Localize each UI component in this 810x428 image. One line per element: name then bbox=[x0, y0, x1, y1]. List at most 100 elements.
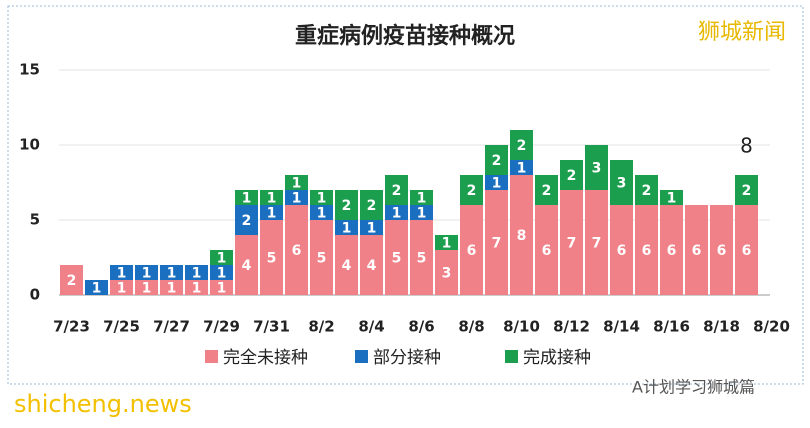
bar-segment bbox=[710, 205, 733, 295]
bar-segment bbox=[535, 205, 558, 295]
data-label: 1 bbox=[342, 221, 352, 237]
data-label: 1 bbox=[242, 191, 252, 207]
bar-segment bbox=[360, 235, 383, 295]
data-label: 1 bbox=[192, 281, 202, 297]
chart-title: 重症病例疫苗接种概况 bbox=[295, 23, 515, 49]
bar-segment bbox=[335, 190, 358, 220]
bar-segment bbox=[510, 175, 533, 295]
bar-segment bbox=[160, 265, 183, 280]
bar-segment bbox=[285, 205, 308, 295]
data-label: 5 bbox=[417, 251, 427, 267]
data-label: 3 bbox=[617, 176, 627, 192]
bar-segment bbox=[210, 280, 233, 295]
data-label: 4 bbox=[342, 258, 352, 274]
watermark: 狮城新闻 bbox=[698, 20, 786, 45]
bar-segment bbox=[585, 145, 608, 190]
bar-segment bbox=[610, 205, 633, 295]
legend-swatch bbox=[205, 350, 218, 363]
bar-segment bbox=[610, 160, 633, 205]
bar-segment bbox=[435, 250, 458, 295]
bar-segment bbox=[510, 130, 533, 160]
bar-segment bbox=[210, 265, 233, 280]
data-label: 2 bbox=[367, 198, 377, 214]
legend-swatch bbox=[505, 350, 518, 363]
data-label: 5 bbox=[267, 251, 277, 267]
data-label: 2 bbox=[492, 153, 502, 169]
data-label: 6 bbox=[292, 243, 302, 259]
bar-segment bbox=[310, 220, 333, 295]
data-label: 8 bbox=[517, 228, 527, 244]
data-label: 1 bbox=[217, 251, 227, 267]
x-tick-label: 8/14 bbox=[603, 318, 640, 336]
bar-segment bbox=[285, 190, 308, 205]
bar-segment bbox=[235, 235, 258, 295]
data-label: 2 bbox=[342, 198, 352, 214]
data-label: 2 bbox=[67, 273, 77, 289]
data-label: 1 bbox=[292, 191, 302, 207]
x-tick-label: 7/29 bbox=[203, 318, 240, 336]
data-label: 7 bbox=[567, 236, 577, 252]
bar-segment bbox=[260, 205, 283, 220]
x-tick-label: 8/2 bbox=[308, 318, 334, 336]
data-label: 2 bbox=[642, 183, 652, 199]
bar-segment bbox=[210, 250, 233, 265]
data-label: 1 bbox=[667, 191, 677, 207]
bar-segment bbox=[385, 175, 408, 205]
x-tick-label: 7/27 bbox=[153, 318, 190, 336]
bar-segment bbox=[85, 280, 108, 295]
data-label: 1 bbox=[292, 176, 302, 192]
legend-label: 部分接种 bbox=[373, 348, 441, 368]
data-label: 1 bbox=[142, 266, 152, 282]
bar-segment bbox=[685, 205, 708, 295]
bar-segment bbox=[485, 145, 508, 175]
data-label: 6 bbox=[467, 243, 477, 259]
data-label: 1 bbox=[392, 206, 402, 222]
bar-segment bbox=[110, 280, 133, 295]
x-tick-label: 8/8 bbox=[458, 318, 484, 336]
x-tick-label: 7/25 bbox=[103, 318, 140, 336]
data-label: 5 bbox=[317, 251, 327, 267]
bar-segment bbox=[635, 175, 658, 205]
data-label: 6 bbox=[617, 243, 627, 259]
bar-segment bbox=[585, 190, 608, 295]
data-label: 6 bbox=[717, 243, 727, 259]
legend-label: 完全未接种 bbox=[223, 348, 308, 368]
data-label: 6 bbox=[642, 243, 652, 259]
footer-left: shicheng.news bbox=[14, 390, 192, 418]
x-tick-label: 7/23 bbox=[53, 318, 90, 336]
bar-segment bbox=[335, 220, 358, 235]
data-label: 1 bbox=[142, 281, 152, 297]
bar-segment bbox=[660, 190, 683, 205]
x-tick-label: 8/4 bbox=[358, 318, 384, 336]
data-label: 4 bbox=[242, 258, 252, 274]
data-label: 1 bbox=[217, 281, 227, 297]
data-label: 1 bbox=[192, 266, 202, 282]
bar-segment bbox=[510, 160, 533, 175]
bar-segment bbox=[310, 205, 333, 220]
x-tick-label: 7/31 bbox=[253, 318, 290, 336]
bar-segment bbox=[160, 280, 183, 295]
legend-label: 完成接种 bbox=[523, 348, 591, 368]
bar-segment bbox=[135, 280, 158, 295]
bar-segment bbox=[660, 205, 683, 295]
bar-segment bbox=[60, 265, 83, 295]
bar-segment bbox=[260, 220, 283, 295]
data-label: 2 bbox=[742, 183, 752, 199]
data-label: 1 bbox=[492, 176, 502, 192]
data-label: 7 bbox=[492, 236, 502, 252]
bar-segment bbox=[360, 220, 383, 235]
data-label: 3 bbox=[442, 266, 452, 282]
x-tick-label: 8/12 bbox=[553, 318, 590, 336]
data-label: 1 bbox=[417, 206, 427, 222]
bar-segment bbox=[735, 175, 758, 205]
data-label: 6 bbox=[542, 243, 552, 259]
bar-segment bbox=[460, 205, 483, 295]
bar-segment bbox=[410, 205, 433, 220]
legend: 完全未接种 部分接种 完成接种 bbox=[205, 348, 591, 368]
bar-segment bbox=[635, 205, 658, 295]
data-label: 1 bbox=[267, 191, 277, 207]
bar-segment bbox=[235, 190, 258, 205]
bar-segment bbox=[535, 175, 558, 205]
